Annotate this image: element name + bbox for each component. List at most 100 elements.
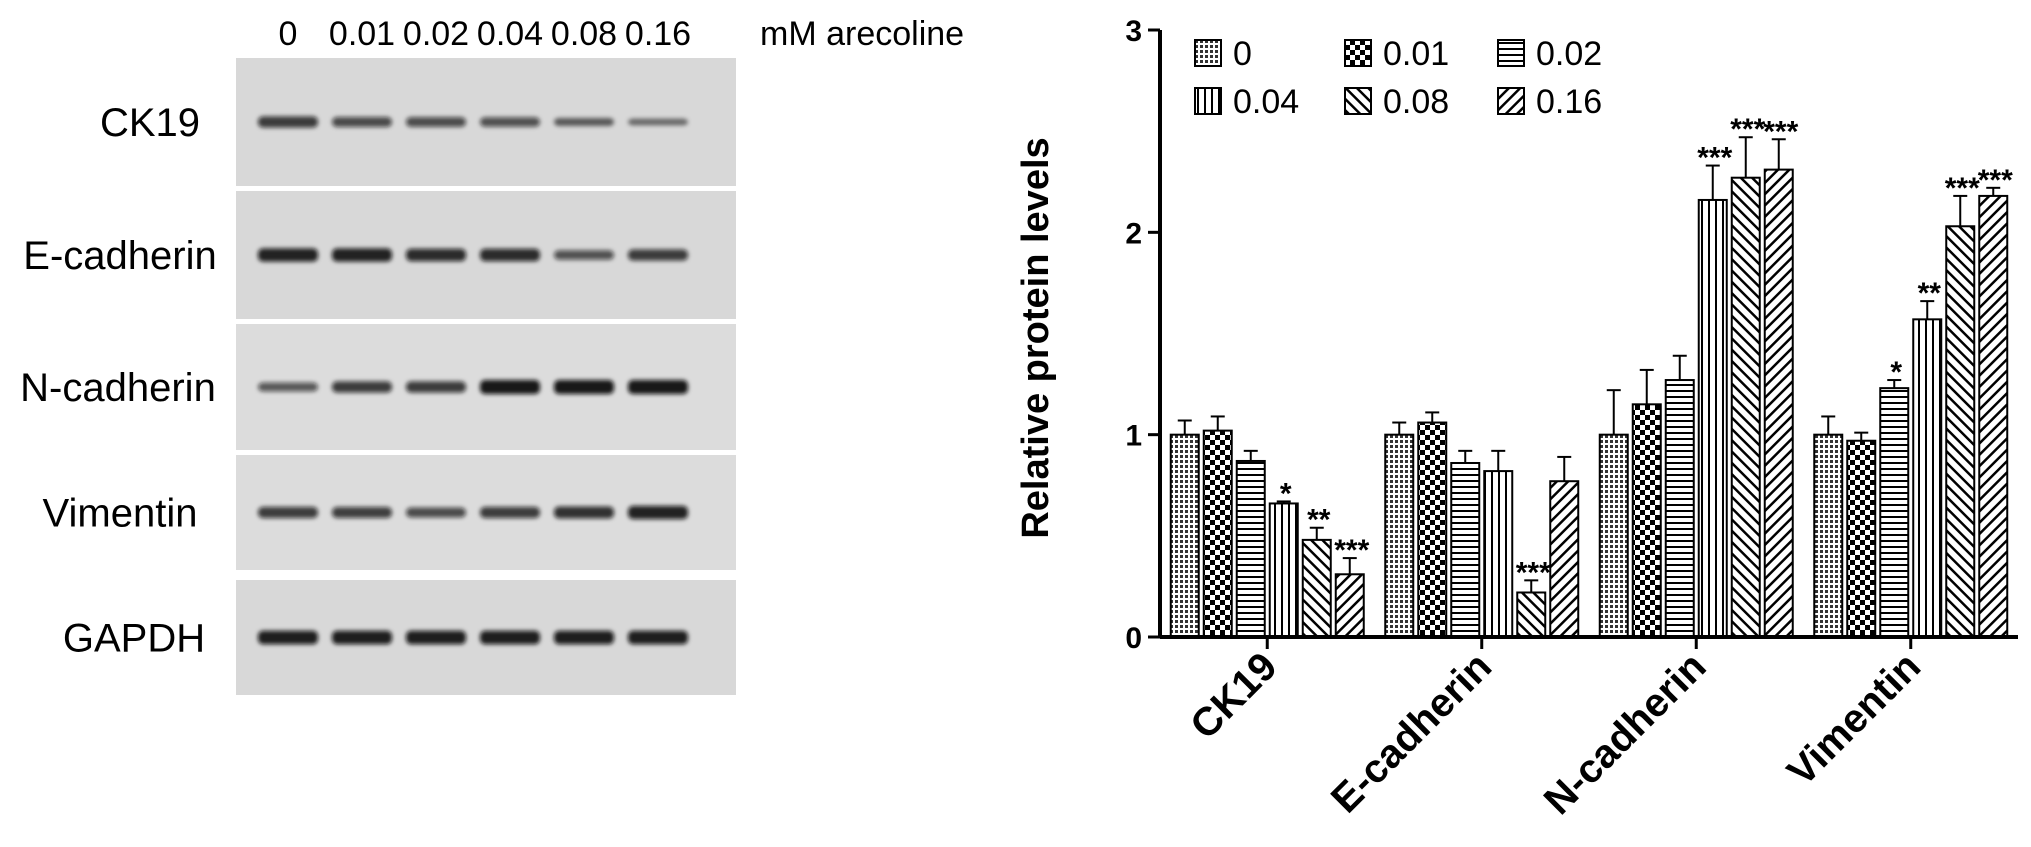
bar	[1169, 433, 1200, 638]
lane-labels: 0 0.01 0.02 0.04 0.08 0.16	[279, 15, 692, 53]
y-tick-label: 1	[1125, 420, 1142, 453]
blot-band	[258, 116, 318, 128]
bar	[1417, 421, 1448, 638]
bars: ***************************	[1169, 113, 2013, 639]
blot-band	[258, 630, 318, 645]
blot-band	[480, 506, 540, 519]
blot-band	[554, 630, 614, 645]
blot-band	[332, 117, 392, 127]
legend-label: 0.01	[1383, 35, 1449, 73]
legend-item: 0.16	[1497, 83, 1602, 121]
blot-band	[628, 118, 688, 126]
blot-band	[406, 507, 466, 518]
blot-band	[554, 380, 614, 394]
blot-band	[480, 248, 540, 262]
bar	[1763, 168, 1794, 639]
blot-band	[554, 250, 614, 260]
blot-row: E-cadherin	[23, 191, 736, 319]
x-category-label: N-cadherin	[1536, 644, 1715, 823]
blot-band	[332, 248, 392, 262]
significance-marker: ***	[1334, 534, 1369, 567]
blot-row: CK19	[100, 58, 736, 186]
bar	[1516, 591, 1547, 639]
bar	[1813, 433, 1844, 638]
blot-band	[406, 117, 466, 127]
legend-item: 0	[1194, 35, 1252, 73]
x-category-label: E-cadherin	[1323, 644, 1500, 821]
legend-item: 0.04	[1194, 83, 1299, 121]
blot-band	[332, 630, 392, 645]
bar-chart: Relative protein levels 0 0.01 0.02 0.04 0.0…	[1015, 15, 2018, 823]
bar	[1945, 225, 1976, 638]
lane-label: 0	[279, 15, 298, 53]
bar	[1846, 439, 1877, 638]
legend-item: 0.08	[1344, 83, 1449, 121]
bar	[1268, 502, 1299, 638]
blot-band	[480, 380, 540, 394]
blot-band	[258, 248, 318, 262]
blot-rows: CK19 E-cadherin N-cadherin Vimentin GAPDH	[20, 58, 736, 695]
blot-row-label: E-cadherin	[23, 234, 216, 278]
bar	[1384, 433, 1415, 638]
bar	[1598, 433, 1629, 638]
blot-band	[406, 248, 466, 262]
bar	[1450, 461, 1481, 639]
blot-band	[554, 506, 614, 519]
legend-swatch	[1194, 39, 1222, 67]
blot-band	[332, 507, 392, 518]
blot-row-label: N-cadherin	[20, 366, 216, 410]
bar	[1549, 480, 1580, 638]
legend-label: 0	[1233, 35, 1252, 73]
bar	[1912, 318, 1943, 638]
blot-band	[258, 506, 318, 519]
legend-swatch	[1194, 87, 1222, 115]
bar	[1301, 538, 1332, 639]
lane-label: 0.04	[477, 15, 543, 53]
legend-label: 0.16	[1536, 83, 1602, 121]
legend-label: 0.04	[1233, 83, 1299, 121]
blot-row: GAPDH	[63, 580, 736, 695]
blot-band	[258, 382, 318, 392]
y-axis-title: Relative protein levels	[1015, 137, 1057, 538]
y-tick-label: 3	[1125, 15, 1142, 48]
legend-item: 0.02	[1497, 35, 1602, 73]
blot-band	[406, 381, 466, 393]
blot-band	[406, 630, 466, 645]
blot-band	[332, 381, 392, 393]
legend-item: 0.01	[1344, 35, 1449, 73]
blot-band	[628, 630, 688, 645]
legend-swatch	[1344, 39, 1372, 67]
chart-legend: 0 0.01 0.02 0.04 0.08 0.16	[1194, 35, 1602, 121]
significance-marker: ***	[1516, 556, 1551, 589]
significance-marker: **	[1918, 277, 1942, 310]
blot-row-label: GAPDH	[63, 617, 205, 661]
legend-swatch	[1497, 87, 1525, 115]
bar	[1334, 573, 1365, 639]
lane-label: 0.01	[329, 15, 395, 53]
blot-band	[480, 630, 540, 645]
blot-band	[554, 118, 614, 126]
significance-marker: *	[1890, 356, 1902, 389]
significance-marker: *	[1280, 477, 1292, 510]
significance-marker: ***	[1945, 172, 1980, 205]
bar	[1483, 470, 1514, 638]
bar	[1697, 198, 1728, 639]
significance-marker: **	[1307, 504, 1331, 537]
blot-band	[628, 505, 688, 520]
legend-swatch	[1497, 39, 1525, 67]
blot-band	[628, 380, 688, 394]
bar	[1730, 176, 1761, 638]
bar	[1202, 429, 1233, 638]
x-category-label: Vimentin	[1779, 644, 1929, 794]
legend-label: 0.08	[1383, 83, 1449, 121]
significance-marker: ***	[1730, 113, 1765, 146]
lane-label: 0.08	[551, 15, 617, 53]
bar	[1879, 387, 1910, 638]
y-tick-label: 0	[1125, 622, 1142, 655]
legend-swatch	[1344, 87, 1372, 115]
blot-row: Vimentin	[43, 455, 736, 570]
lane-label: 0.02	[403, 15, 469, 53]
treatment-label: mM arecoline	[760, 15, 964, 53]
blot-row-label: Vimentin	[43, 492, 198, 536]
